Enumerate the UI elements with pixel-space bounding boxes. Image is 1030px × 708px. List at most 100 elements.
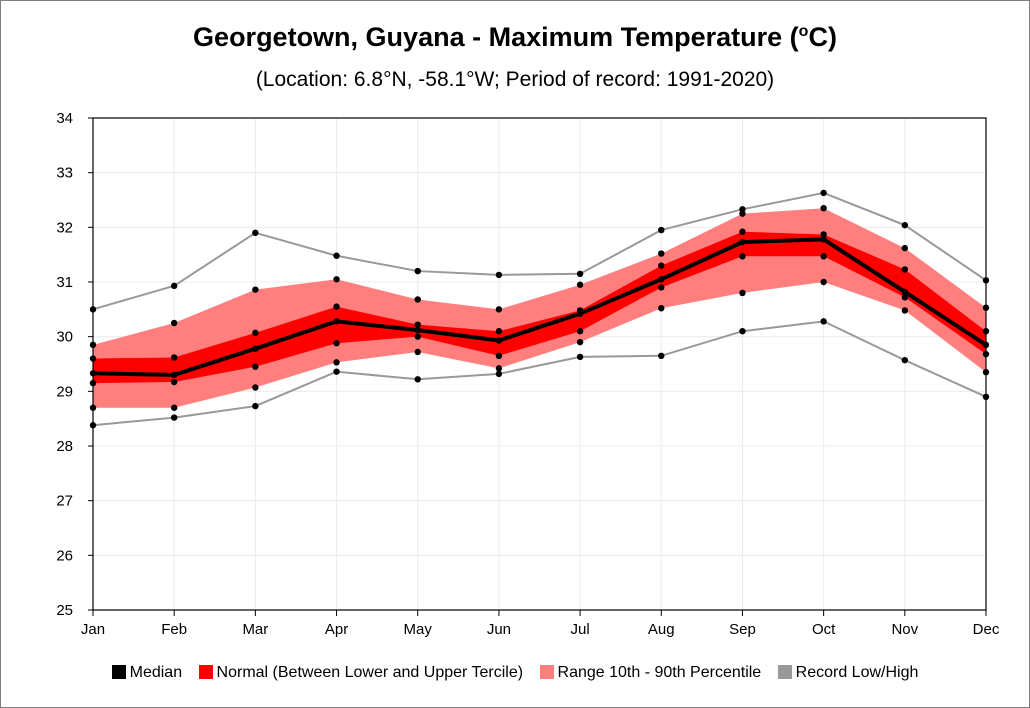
- legend-label-record: Record Low/High: [795, 664, 919, 681]
- point-record-low: [820, 318, 827, 325]
- point-record-low: [901, 356, 909, 364]
- point-record-high: [170, 282, 178, 290]
- chart-title-degree: o: [798, 23, 809, 40]
- point-record-low: [658, 352, 665, 359]
- point-median: [658, 276, 665, 283]
- y-tick-label: 32: [56, 219, 73, 236]
- point-record-low: [739, 328, 746, 335]
- point-p90: [658, 250, 665, 257]
- point-p10: [414, 348, 421, 356]
- chart-subtitle: (Location: 6.8°N, -58.1°W; Period of rec…: [255, 68, 775, 91]
- point-lower-tercile: [658, 284, 665, 291]
- point-upper-tercile: [820, 231, 827, 238]
- point-p10: [252, 384, 259, 391]
- legend-label-range: Range 10th - 90th Percentile: [557, 664, 762, 681]
- point-lower-tercile: [576, 328, 584, 335]
- x-tick-label: Sep: [729, 621, 756, 638]
- point-median: [495, 337, 503, 344]
- point-upper-tercile: [901, 266, 909, 273]
- point-median: [820, 236, 827, 243]
- point-record-high: [576, 270, 584, 277]
- point-upper-tercile: [252, 329, 259, 337]
- point-upper-tercile: [495, 328, 503, 335]
- point-lower-tercile: [495, 352, 503, 359]
- point-median: [414, 326, 421, 334]
- chart-title-text: Georgetown, Guyana - Maximum Temperature…: [193, 22, 799, 52]
- x-tick-label: Dec: [973, 621, 1000, 638]
- point-median: [252, 345, 259, 352]
- y-tick-label: 31: [56, 274, 73, 291]
- point-record-low: [333, 368, 340, 375]
- point-record-high: [739, 206, 746, 213]
- point-record-high: [495, 271, 503, 279]
- point-p90: [414, 296, 421, 303]
- record-low-line: [92, 320, 987, 427]
- point-record-high: [658, 226, 665, 234]
- y-tick-label: 28: [56, 438, 73, 455]
- x-tick-label: Jun: [487, 621, 511, 638]
- legend-swatch-median: [111, 665, 126, 679]
- point-record-low: [252, 402, 259, 410]
- chart-title: Georgetown, Guyana - Maximum Temperature…: [0, 22, 1030, 53]
- point-record-high: [333, 252, 340, 259]
- x-tick-label: Jul: [570, 621, 589, 638]
- point-p90: [820, 205, 827, 212]
- y-tick-label: 29: [56, 383, 73, 400]
- chart-title-unit: C): [808, 22, 837, 52]
- point-record-high: [414, 267, 421, 275]
- legend-label-normal: Normal (Between Lower and Upper Tercile): [216, 664, 524, 681]
- point-upper-tercile: [170, 354, 178, 361]
- chart-plot: 25 26 27 28 29 30 31 32 33 34 Jan Feb Mar Apr May Jun Ju…: [56, 110, 1000, 638]
- x-tick-label: May: [404, 621, 433, 638]
- point-p90: [252, 286, 259, 293]
- point-record-low: [576, 353, 584, 361]
- point-lower-tercile: [901, 294, 909, 301]
- point-upper-tercile: [414, 321, 421, 328]
- point-record-low: [414, 376, 421, 383]
- legend-swatch-normal: [198, 665, 213, 679]
- legend-swatch-range: [539, 665, 554, 679]
- range-band: [93, 208, 986, 408]
- x-tick-label: Mar: [242, 621, 268, 638]
- legend-swatch-record: [777, 665, 792, 679]
- point-p90: [901, 244, 909, 252]
- y-tick-label: 30: [56, 329, 73, 346]
- point-lower-tercile: [414, 333, 421, 340]
- y-tick-label: 34: [56, 110, 73, 127]
- legend-item-median: Median: [111, 664, 183, 682]
- normal-band: [93, 231, 986, 384]
- record-high-line: [92, 191, 987, 311]
- y-tick-label: 26: [56, 547, 73, 564]
- point-p10: [333, 359, 340, 366]
- point-lower-tercile: [333, 340, 340, 347]
- point-median: [576, 310, 584, 317]
- x-tick-label: Apr: [325, 621, 348, 638]
- point-lower-tercile: [252, 363, 259, 370]
- point-p90: [333, 276, 340, 283]
- point-p90: [739, 210, 746, 217]
- point-lower-tercile: [170, 378, 178, 386]
- x-tick-label: Oct: [812, 621, 836, 638]
- point-upper-tercile: [658, 262, 665, 269]
- y-tick-label: 33: [56, 165, 73, 182]
- x-tick-label: Aug: [648, 621, 675, 638]
- point-median: [739, 238, 746, 246]
- chart-legend: Median Normal (Between Lower and Upper T…: [0, 664, 1030, 682]
- point-lower-tercile: [739, 253, 746, 260]
- legend-item-record: Record Low/High: [777, 664, 919, 682]
- legend-item-range: Range 10th - 90th Percentile: [539, 664, 762, 682]
- point-median: [170, 371, 178, 379]
- point-record-high: [252, 229, 259, 236]
- x-tick-label: Feb: [161, 621, 187, 638]
- point-lower-tercile: [820, 253, 827, 260]
- point-p10: [495, 365, 503, 372]
- point-p10: [820, 278, 827, 286]
- point-p10: [576, 338, 584, 346]
- point-upper-tercile: [333, 303, 340, 310]
- point-p10: [170, 404, 178, 411]
- point-record-low: [495, 370, 503, 378]
- plot-border: [92, 117, 987, 611]
- legend-item-normal: Normal (Between Lower and Upper Tercile): [198, 664, 524, 682]
- legend-label-median: Median: [129, 664, 183, 681]
- point-median: [333, 318, 340, 325]
